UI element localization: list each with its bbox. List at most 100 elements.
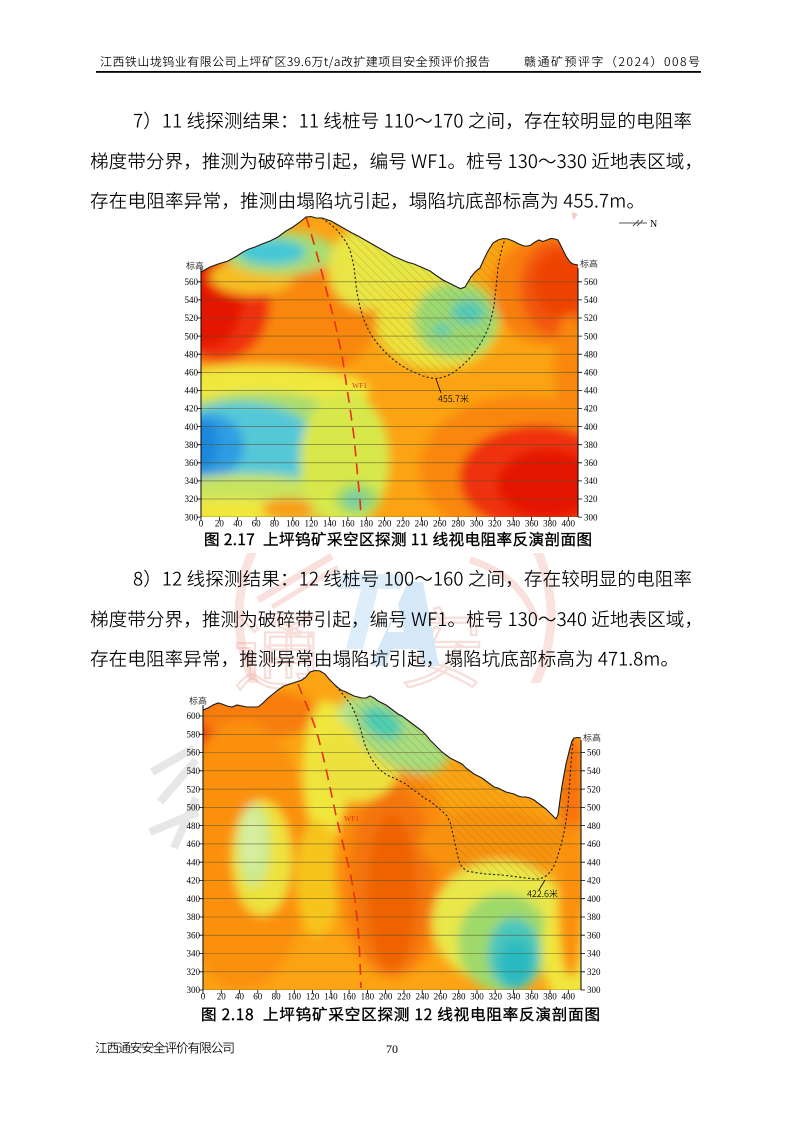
- svg-text:400: 400: [562, 992, 576, 1002]
- svg-text:560: 560: [584, 277, 598, 287]
- svg-text:560: 560: [185, 277, 199, 287]
- svg-text:500: 500: [584, 331, 598, 341]
- svg-text:240: 240: [415, 992, 429, 1002]
- svg-text:WF1: WF1: [352, 381, 367, 390]
- svg-text:320: 320: [488, 519, 502, 529]
- svg-text:320: 320: [187, 967, 201, 977]
- svg-text:560: 560: [187, 748, 201, 758]
- svg-text:320: 320: [584, 494, 598, 504]
- svg-text:440: 440: [584, 386, 598, 396]
- svg-text:140: 140: [324, 992, 338, 1002]
- svg-text:400: 400: [587, 894, 601, 904]
- svg-text:480: 480: [584, 349, 598, 359]
- svg-text:460: 460: [587, 839, 601, 849]
- svg-text:380: 380: [543, 519, 557, 529]
- svg-text:500: 500: [187, 803, 201, 813]
- svg-text:480: 480: [187, 821, 201, 831]
- svg-text:20: 20: [217, 992, 227, 1002]
- svg-text:460: 460: [187, 839, 201, 849]
- svg-text:400: 400: [562, 519, 576, 529]
- svg-text:340: 340: [185, 476, 199, 486]
- svg-text:320: 320: [587, 967, 601, 977]
- svg-text:140: 140: [323, 519, 337, 529]
- svg-text:0: 0: [201, 992, 206, 1002]
- svg-text:400: 400: [187, 894, 201, 904]
- svg-text:460: 460: [584, 368, 598, 378]
- svg-text:220: 220: [397, 992, 411, 1002]
- svg-text:360: 360: [587, 930, 601, 940]
- svg-text:120: 120: [306, 992, 320, 1002]
- svg-text:300: 300: [187, 985, 201, 995]
- svg-text:WF1: WF1: [344, 814, 359, 823]
- svg-text:300: 300: [470, 992, 484, 1002]
- svg-text:320: 320: [185, 494, 199, 504]
- svg-text:70: 70: [386, 1042, 398, 1056]
- svg-text:20: 20: [215, 519, 225, 529]
- svg-text:360: 360: [187, 930, 201, 940]
- svg-text:60: 60: [252, 519, 262, 529]
- svg-text:200: 200: [378, 519, 392, 529]
- svg-text:420: 420: [185, 404, 199, 414]
- svg-text:460: 460: [185, 368, 199, 378]
- svg-text:500: 500: [587, 803, 601, 813]
- svg-text:400: 400: [185, 422, 199, 432]
- svg-text:380: 380: [187, 912, 201, 922]
- svg-text:540: 540: [584, 295, 598, 305]
- svg-text:360: 360: [185, 458, 199, 468]
- svg-text:0: 0: [199, 519, 204, 529]
- svg-text:360: 360: [525, 992, 539, 1002]
- svg-text:480: 480: [587, 821, 601, 831]
- svg-text:520: 520: [185, 313, 199, 323]
- svg-text:N: N: [650, 219, 657, 230]
- svg-text:80: 80: [272, 992, 282, 1002]
- svg-text:80: 80: [270, 519, 280, 529]
- svg-text:160: 160: [341, 519, 355, 529]
- svg-text:280: 280: [452, 992, 466, 1002]
- svg-text:340: 340: [507, 992, 521, 1002]
- svg-text:300: 300: [185, 512, 199, 522]
- svg-text:440: 440: [185, 386, 199, 396]
- svg-text:360: 360: [584, 458, 598, 468]
- svg-text:580: 580: [187, 730, 201, 740]
- svg-text:520: 520: [584, 313, 598, 323]
- svg-text:320: 320: [488, 992, 502, 1002]
- svg-text:500: 500: [185, 331, 199, 341]
- svg-text:340: 340: [506, 519, 520, 529]
- svg-text:420: 420: [584, 404, 598, 414]
- svg-text:300: 300: [470, 519, 484, 529]
- svg-text:400: 400: [584, 422, 598, 432]
- svg-text:380: 380: [584, 440, 598, 450]
- svg-text:40: 40: [235, 992, 245, 1002]
- svg-text:340: 340: [187, 949, 201, 959]
- svg-text:540: 540: [587, 766, 601, 776]
- svg-text:360: 360: [525, 519, 539, 529]
- svg-text:540: 540: [185, 295, 199, 305]
- svg-text:260: 260: [434, 992, 448, 1002]
- svg-text:120: 120: [304, 519, 318, 529]
- svg-text:180: 180: [361, 992, 375, 1002]
- svg-text:100: 100: [286, 519, 300, 529]
- svg-text:100: 100: [288, 992, 302, 1002]
- svg-text:200: 200: [379, 992, 393, 1002]
- svg-text:160: 160: [342, 992, 356, 1002]
- svg-text:520: 520: [587, 784, 601, 794]
- svg-text:440: 440: [187, 857, 201, 867]
- svg-text:300: 300: [587, 985, 601, 995]
- svg-text:440: 440: [587, 857, 601, 867]
- svg-text:420: 420: [187, 876, 201, 886]
- svg-text:300: 300: [584, 512, 598, 522]
- svg-text:220: 220: [396, 519, 410, 529]
- svg-text:560: 560: [587, 748, 601, 758]
- svg-text:600: 600: [187, 711, 201, 721]
- svg-text:280: 280: [451, 519, 465, 529]
- svg-text:180: 180: [360, 519, 374, 529]
- svg-text:540: 540: [187, 766, 201, 776]
- svg-text:240: 240: [415, 519, 429, 529]
- svg-text:40: 40: [233, 519, 243, 529]
- svg-text:520: 520: [187, 784, 201, 794]
- svg-text:380: 380: [185, 440, 199, 450]
- svg-text:340: 340: [587, 949, 601, 959]
- svg-text:480: 480: [185, 349, 199, 359]
- svg-text:340: 340: [584, 476, 598, 486]
- svg-text:420: 420: [587, 876, 601, 886]
